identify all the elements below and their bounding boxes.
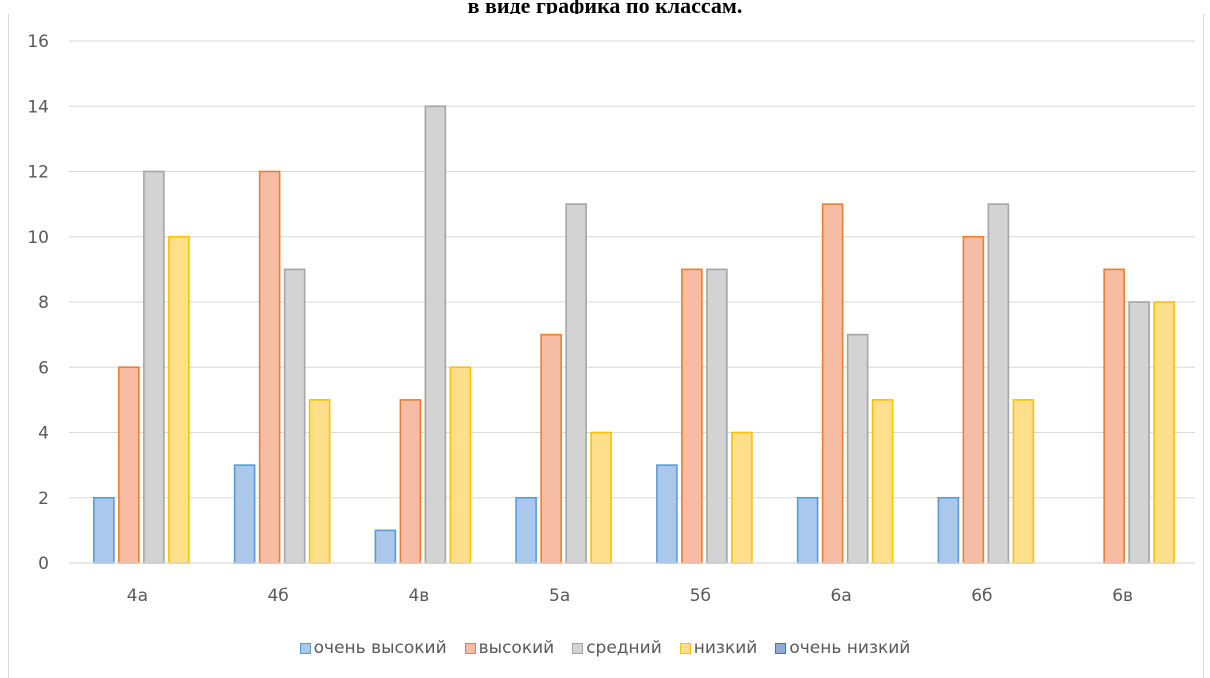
bar bbox=[310, 400, 330, 563]
legend-label: высокий bbox=[479, 638, 555, 658]
legend-entry: очень низкий bbox=[775, 638, 910, 658]
bar bbox=[1104, 269, 1124, 563]
bar bbox=[798, 498, 818, 563]
legend-label: очень высокий bbox=[314, 638, 447, 658]
bar bbox=[144, 172, 164, 564]
bars bbox=[94, 106, 1174, 563]
y-tick-label: 0 bbox=[38, 554, 49, 574]
y-axis-ticks: 0 2 4 6 8 10 12 14 16 bbox=[27, 32, 49, 574]
y-tick-label: 10 bbox=[27, 228, 49, 248]
bar bbox=[1154, 302, 1174, 563]
bar bbox=[541, 335, 561, 563]
legend-entry: низкий bbox=[680, 638, 758, 658]
bar bbox=[516, 498, 536, 563]
y-tick-label: 12 bbox=[27, 163, 49, 183]
bar bbox=[873, 400, 893, 563]
bar bbox=[169, 237, 189, 563]
y-tick-label: 6 bbox=[38, 358, 49, 378]
y-tick-label: 14 bbox=[27, 97, 49, 117]
x-tick-label: 4б bbox=[267, 586, 288, 606]
x-tick-label: 6а bbox=[831, 586, 852, 606]
x-tick-label: 6б bbox=[971, 586, 992, 606]
bar bbox=[848, 335, 868, 563]
bar bbox=[425, 106, 445, 563]
bar bbox=[450, 367, 470, 563]
x-tick-label: 5а bbox=[549, 586, 570, 606]
bar bbox=[963, 237, 983, 563]
x-tick-label: 6в bbox=[1112, 586, 1133, 606]
bar bbox=[707, 269, 727, 563]
bar bbox=[682, 269, 702, 563]
bar bbox=[657, 465, 677, 563]
legend-label: очень низкий bbox=[789, 638, 910, 658]
x-tick-label: 4а bbox=[127, 586, 148, 606]
legend-swatch bbox=[572, 643, 583, 654]
bar bbox=[823, 204, 843, 563]
x-tick-label: 5б bbox=[690, 586, 711, 606]
bar bbox=[988, 204, 1008, 563]
bar bbox=[400, 400, 420, 563]
legend-entry: средний bbox=[572, 638, 662, 658]
x-tick-label: 4в bbox=[408, 586, 429, 606]
bar bbox=[285, 269, 305, 563]
legend-swatch bbox=[775, 643, 786, 654]
legend-label: низкий bbox=[694, 638, 758, 658]
legend-swatch bbox=[300, 643, 311, 654]
legend-label: средний bbox=[586, 638, 662, 658]
legend-swatch bbox=[465, 643, 476, 654]
bar bbox=[375, 530, 395, 563]
y-tick-label: 2 bbox=[38, 489, 49, 509]
bar bbox=[260, 172, 280, 564]
x-axis-ticks: 4а 4б 4в 5а 5б 6а 6б 6в bbox=[127, 586, 1133, 606]
bar bbox=[119, 367, 139, 563]
bar bbox=[566, 204, 586, 563]
bar bbox=[235, 465, 255, 563]
legend-entry: высокий bbox=[465, 638, 555, 658]
y-tick-label: 4 bbox=[38, 424, 49, 444]
legend-entry: очень высокий bbox=[300, 638, 447, 658]
bar bbox=[591, 433, 611, 564]
bar bbox=[94, 498, 114, 563]
bar bbox=[1129, 302, 1149, 563]
legend: очень высокий высокий средний низкий очень н… bbox=[0, 637, 1210, 659]
bar bbox=[732, 433, 752, 564]
bar bbox=[938, 498, 958, 563]
y-tick-label: 16 bbox=[27, 32, 49, 52]
y-tick-label: 8 bbox=[38, 293, 49, 313]
legend-swatch bbox=[680, 643, 691, 654]
bar bbox=[1013, 400, 1033, 563]
